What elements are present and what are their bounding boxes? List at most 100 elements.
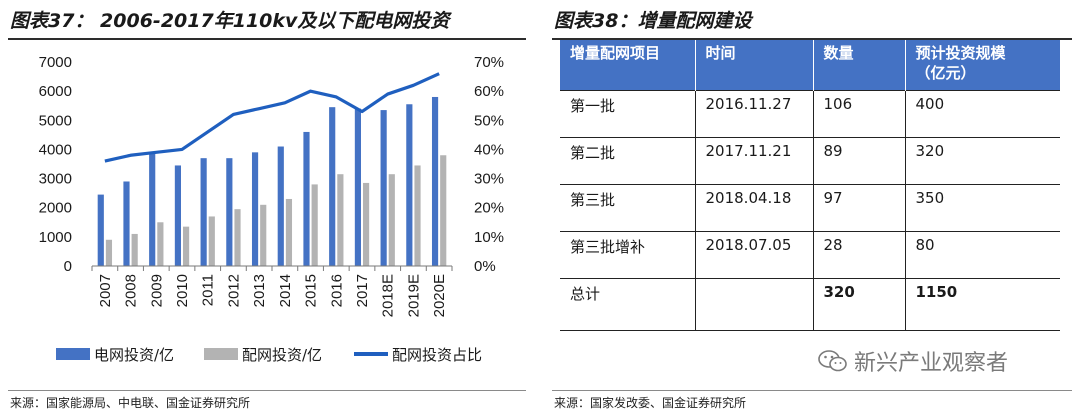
right-title-rule [552,38,1072,40]
bar-grid-investment [303,131,310,266]
y-left-tick-label: 0 [64,258,72,275]
header-quantity: 数量 [813,40,906,90]
bar-distribution-investment [440,155,447,266]
watermark-text: 新兴产业观察者 [854,351,1009,376]
watermark: 新兴产业观察者 [818,345,1008,377]
bar-distribution-investment [285,198,293,266]
bar-distribution-investment [234,209,241,266]
x-tick-label: 2010 [174,274,191,307]
y-right-tick-label: 30% [474,171,504,188]
y-left-tick-label: 5000 [39,112,72,129]
cell-quantity: 28 [813,230,906,278]
bar-grid-investment [123,181,130,266]
y-left-tick-label: 3000 [39,171,72,188]
y-right-tick-label: 20% [474,200,504,217]
incremental-distribution-table: 增量配网项目 时间 数量 预计投资规模 （亿元） 第一批 2016.11.27 … [560,40,1060,331]
bar-grid-investment [174,165,181,266]
x-tick-label: 2012 [225,274,242,307]
right-source: 来源：国家发改委、国金证券研究所 [554,396,747,410]
bar-distribution-investment [260,204,267,266]
bar-distribution-investment [157,222,164,266]
bar-grid-investment [431,96,439,266]
header-time: 时间 [695,40,814,90]
bar-distribution-investment [208,216,215,266]
bar-grid-investment [329,107,336,267]
y-left-tick-label: 4000 [39,141,72,158]
left-chart-title: 图表37： 2006-2017年110kv及以下配电网投资 [10,10,450,32]
bar-distribution-investment [363,182,370,266]
bar-grid-investment [97,194,104,266]
cell-investment: 1150 [905,277,1060,331]
x-tick-label: 2007 [97,274,114,307]
cell-investment: 350 [905,183,1060,231]
legend-swatch-distribution-investment [204,348,238,360]
y-right-tick-label: 50% [474,112,504,129]
y-right-tick-label: 40% [474,141,504,158]
bar-grid-investment [200,158,207,266]
cell-time: 2018.04.18 [695,183,814,231]
x-tick-label: 2015 [303,274,320,307]
x-tick-label: 2017 [354,274,371,307]
x-tick-label: 2019E [405,274,422,317]
x-tick-label: 2016 [328,274,345,307]
cell-project: 第三批 [560,183,696,231]
table-row: 第二批 2017.11.21 89 320 [560,136,1060,184]
header-investment: 预计投资规模 （亿元） [905,40,1060,90]
cell-time: 2017.11.21 [695,136,814,184]
legend-label-distribution-investment: 配网投资/亿 [242,346,322,364]
bar-grid-investment [277,146,284,266]
wechat-icon [818,350,847,372]
bar-grid-investment [380,110,387,266]
cell-quantity: 89 [813,136,906,184]
x-tick-label: 2013 [251,274,268,307]
table-row: 第三批 2018.04.18 97 350 [560,183,1060,231]
cell-project: 第一批 [560,89,696,137]
legend-label-grid-investment: 电网投资/亿 [94,346,174,364]
legend-swatch-grid-investment [56,348,90,360]
x-tick-label: 2014 [277,274,294,307]
bar-grid-investment [406,104,413,266]
cell-investment: 80 [905,230,1060,278]
line-distribution-share [104,72,440,163]
table-row: 第三批增补 2018.07.05 28 80 [560,230,1060,278]
cell-project: 第二批 [560,136,696,184]
cell-investment: 400 [905,89,1060,137]
bar-distribution-investment [131,233,138,266]
bar-grid-investment [149,153,156,266]
table-total-row: 总计 320 1150 [560,277,1060,331]
left-title-rule [8,38,526,40]
cell-time: 2018.07.05 [695,230,814,278]
cell-quantity: 320 [813,277,906,331]
header-project: 增量配网项目 [560,40,696,90]
cell-project: 总计 [560,277,696,331]
cell-time: 2016.11.27 [695,89,814,137]
bar-grid-investment [251,152,259,266]
y-left-tick-label: 7000 [39,54,72,71]
x-tick-label: 2009 [148,274,165,307]
cell-investment: 320 [905,136,1060,184]
x-tick-label: 2008 [123,274,140,307]
y-right-tick-label: 60% [474,83,504,100]
cell-quantity: 97 [813,183,906,231]
cell-quantity: 106 [813,89,906,137]
table-header-row: 增量配网项目 时间 数量 预计投资规模 （亿元） [560,40,1060,90]
y-right-tick-label: 10% [474,229,504,246]
right-source-rule [552,390,1072,391]
y-right-tick-label: 0% [474,258,496,275]
right-table-title: 图表38：增量配网建设 [554,10,752,32]
investment-chart: 0 1000 2000 3000 4000 5000 6000 7000 0% 10% 20% 30%… [39,54,504,364]
cell-time [695,277,814,331]
bar-distribution-investment [311,184,318,266]
bar-distribution-investment [414,165,421,266]
legend-label-distribution-share: 配网投资占比 [392,346,482,364]
bar-distribution-investment [388,174,395,266]
left-source: 来源：国家能源局、中电联、国金证券研究所 [10,396,251,410]
y-left-tick-label: 1000 [39,229,72,246]
left-source-rule [8,390,526,391]
bar-distribution-investment [105,239,113,266]
x-tick-label: 2020E [431,274,448,317]
bar-distribution-investment [183,226,190,266]
bar-grid-investment [354,108,361,266]
y-left-tick-label: 6000 [39,83,72,100]
table-row: 第一批 2016.11.27 106 400 [560,89,1060,137]
